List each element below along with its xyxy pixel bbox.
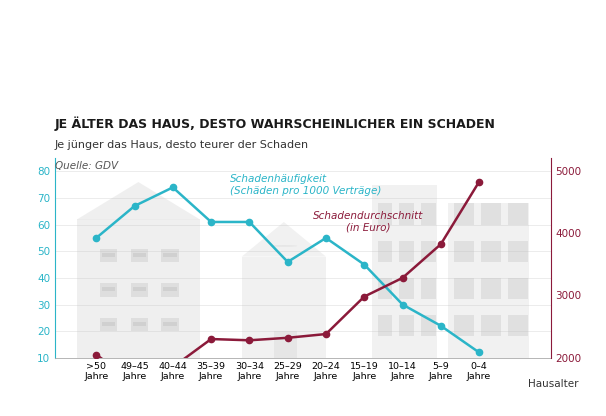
Bar <box>454 278 474 299</box>
Bar <box>163 253 177 257</box>
Bar <box>133 322 146 326</box>
Bar <box>508 315 528 337</box>
Polygon shape <box>242 222 326 257</box>
Bar <box>131 283 148 297</box>
Text: Quelle: GDV: Quelle: GDV <box>55 161 118 171</box>
Bar <box>399 240 414 262</box>
Bar <box>481 240 501 262</box>
Bar <box>378 240 393 262</box>
Bar <box>454 203 474 225</box>
Bar <box>133 287 146 291</box>
Bar <box>454 315 474 337</box>
Circle shape <box>270 245 298 247</box>
Bar <box>102 287 115 291</box>
Bar <box>481 278 501 299</box>
Text: Je jünger das Haus, desto teurer der Schaden: Je jünger das Haus, desto teurer der Sch… <box>55 140 308 150</box>
Bar <box>508 203 528 225</box>
Bar <box>481 315 501 337</box>
Bar <box>77 219 199 358</box>
Text: JE ÄLTER DAS HAUS, DESTO WAHRSCHEINLICHER EIN SCHADEN: JE ÄLTER DAS HAUS, DESTO WAHRSCHEINLICHE… <box>55 116 496 131</box>
Bar <box>163 287 177 291</box>
Bar <box>100 249 118 262</box>
Bar <box>421 315 436 337</box>
Bar <box>102 253 115 257</box>
Bar <box>421 203 436 225</box>
Polygon shape <box>77 182 199 219</box>
Bar <box>275 331 298 358</box>
Bar <box>161 318 179 331</box>
Bar <box>161 283 179 297</box>
Bar <box>399 278 414 299</box>
Text: Schadenhäufigkeit
(Schäden pro 1000 Verträge): Schadenhäufigkeit (Schäden pro 1000 Vert… <box>230 174 382 196</box>
Bar <box>161 249 179 262</box>
Bar <box>421 240 436 262</box>
Bar <box>372 185 437 358</box>
Bar <box>133 253 146 257</box>
Bar <box>100 318 118 331</box>
Bar <box>481 203 501 225</box>
Text: Schadendurchschnitt
(in Euro): Schadendurchschnitt (in Euro) <box>313 211 423 233</box>
Bar <box>131 318 148 331</box>
Bar <box>163 322 177 326</box>
Bar <box>448 203 529 358</box>
Bar <box>399 203 414 225</box>
Bar <box>242 257 326 358</box>
Bar <box>102 322 115 326</box>
Bar <box>378 203 393 225</box>
Bar <box>454 240 474 262</box>
Bar <box>378 278 393 299</box>
Text: Hausalter: Hausalter <box>528 379 579 389</box>
Bar <box>131 249 148 262</box>
Bar <box>378 315 393 337</box>
Bar <box>508 240 528 262</box>
Bar <box>100 283 118 297</box>
Bar <box>421 278 436 299</box>
Bar <box>508 278 528 299</box>
Bar <box>399 315 414 337</box>
